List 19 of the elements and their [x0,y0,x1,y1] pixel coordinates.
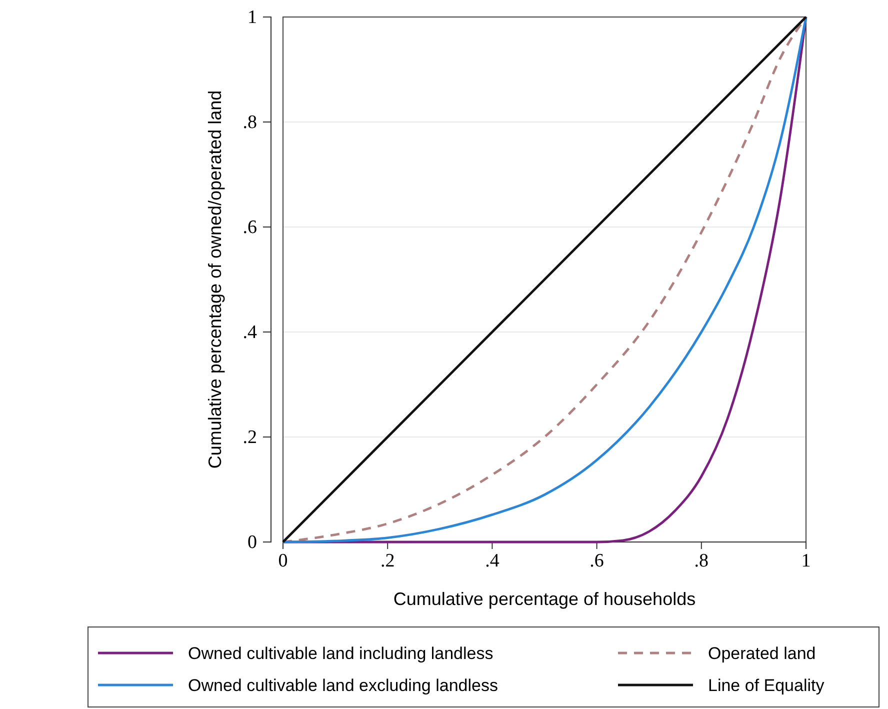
y-tick-label: 0 [248,532,257,554]
legend-label: Operated land [708,644,816,663]
legend-label: Owned cultivable land excluding landless [188,676,498,695]
y-axis-title: Cumulative percentage of owned/operated land [205,90,225,469]
x-tick-label: .8 [694,550,709,572]
y-tick-label: 1 [248,7,257,28]
y-tick-label: .8 [242,112,257,134]
legend-label: Line of Equality [708,676,825,695]
x-tick-label: 0 [278,550,288,572]
y-tick-label: .4 [242,322,258,344]
x-tick-label: .2 [380,550,395,572]
legend-label: Owned cultivable land including landless [188,644,494,663]
line-series [282,16,808,544]
x-tick-label: 1 [801,550,811,572]
x-tick-label: .4 [485,550,500,572]
x-tick-label: .6 [590,550,604,572]
x-axis-title: Cumulative percentage of households [393,589,696,609]
y-tick-label: .6 [242,217,257,238]
y-tick-label: .2 [242,427,257,448]
